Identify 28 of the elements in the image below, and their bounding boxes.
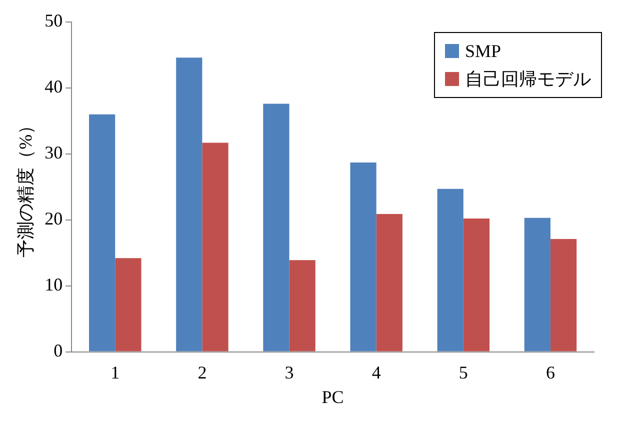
bar — [115, 258, 142, 352]
y-tick-label: 0 — [54, 340, 63, 361]
bar — [350, 162, 376, 352]
y-tick-label: 10 — [44, 274, 63, 295]
legend-label: SMP — [465, 40, 502, 63]
bar — [437, 188, 464, 352]
y-tick-label: 30 — [44, 142, 63, 163]
x-tick-label: 4 — [372, 362, 381, 382]
y-tick-label: 40 — [44, 76, 63, 97]
bar — [263, 104, 290, 352]
bar — [289, 260, 316, 352]
bar — [176, 58, 202, 352]
y-tick-label: 50 — [44, 10, 63, 31]
x-axis-title: PC — [322, 386, 344, 407]
bar — [376, 214, 402, 352]
x-tick-label: 3 — [284, 362, 294, 382]
x-tick-label: 6 — [546, 362, 555, 382]
bar — [463, 218, 490, 352]
bar — [202, 142, 228, 352]
x-tick-label: 5 — [458, 362, 468, 382]
bar — [524, 218, 550, 352]
y-tick-label: 20 — [44, 208, 63, 229]
x-tick-label: 2 — [198, 362, 207, 382]
legend-label: 自己回帰モデル — [465, 68, 591, 91]
bar — [89, 114, 116, 352]
y-axis-title: 予測の精度（%） — [16, 116, 36, 258]
bar — [550, 239, 577, 352]
x-tick-label: 1 — [110, 362, 120, 382]
